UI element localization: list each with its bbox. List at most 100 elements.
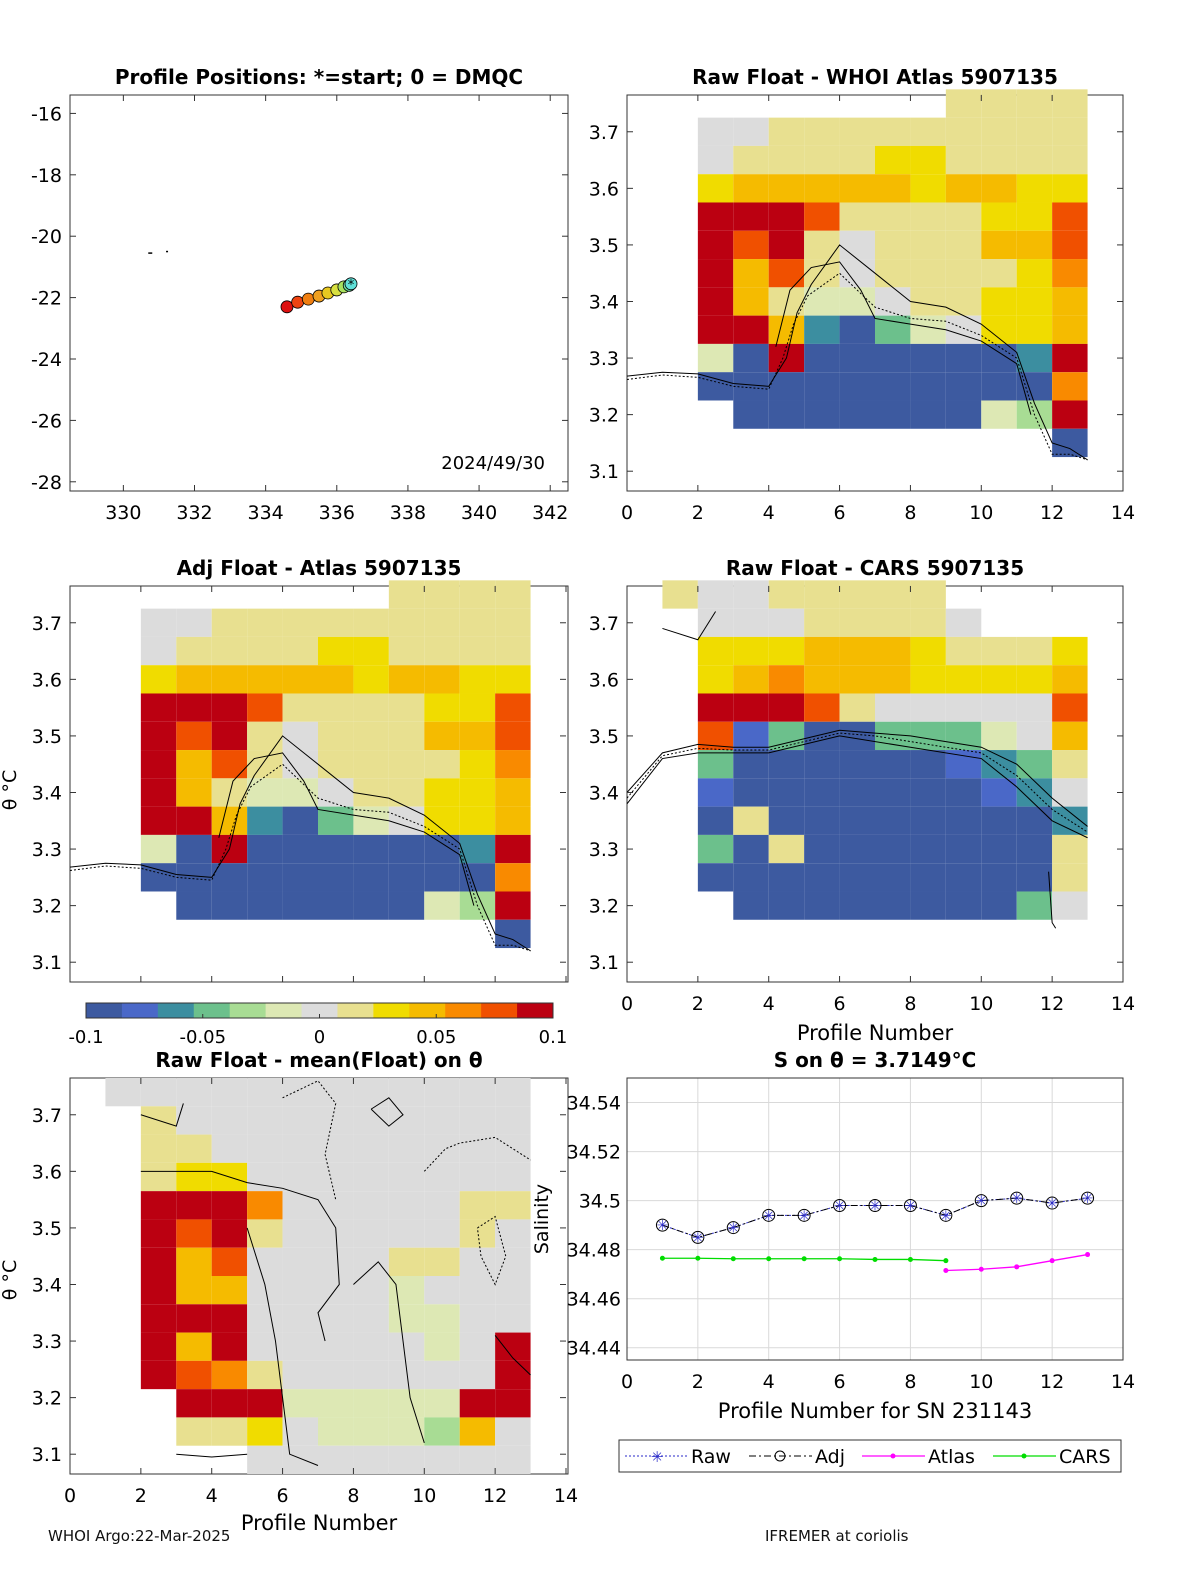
colorbar-tick-label: 0 [314, 1027, 325, 1048]
p3-cell [875, 778, 911, 807]
p3-cell [910, 636, 946, 666]
p2-cell [247, 608, 283, 637]
p4-cell [388, 1247, 425, 1276]
p3-cell [875, 608, 911, 637]
p1-contour-line [626, 272, 1088, 461]
p1-cell [804, 343, 840, 373]
p4-cell [459, 1276, 496, 1305]
p4-cell [176, 1417, 212, 1446]
p1-cell [875, 259, 911, 288]
p1-cell [1016, 287, 1053, 316]
legend-atlas-label: Atlas [928, 1446, 975, 1468]
sal-raw-point: ✳ [798, 1208, 810, 1224]
p4-cell [459, 1078, 496, 1107]
p2-cell [495, 891, 531, 920]
p1-cell [733, 400, 769, 429]
sal-ytick-label: 34.54 [567, 1093, 621, 1115]
p2-cell [247, 665, 283, 694]
p4-xlabel: Profile Number [241, 1511, 398, 1535]
p3-cell [733, 665, 769, 694]
p4-cell [211, 1417, 248, 1446]
p1-cell [733, 117, 769, 146]
p3-cell [945, 665, 982, 694]
p4-cell [388, 1191, 425, 1220]
p4-cell [282, 1106, 318, 1135]
p2-cell [388, 750, 425, 779]
p4-cell [282, 1276, 318, 1305]
sal-cars-point [766, 1256, 772, 1262]
map-xtick-label: 332 [176, 502, 212, 524]
p2-cell [388, 891, 425, 920]
p3-cell [1052, 750, 1088, 779]
p2-cell [459, 778, 496, 807]
p2-cell [282, 608, 318, 637]
p1-cell [839, 117, 875, 146]
p2-cell [318, 863, 354, 892]
p3-cell [804, 721, 840, 751]
p4-cell [140, 1162, 177, 1192]
p4-contour-line [140, 1170, 340, 1342]
p2-cell [424, 834, 460, 864]
p1-ytick-label: 3.2 [589, 405, 619, 427]
p3-cell [733, 834, 769, 864]
p3-cell [804, 693, 840, 722]
map-panel: Profile Positions: *=start; 0 = DMQC 202… [31, 65, 569, 524]
p1-cell [1052, 400, 1088, 429]
p1-xtick-label: 12 [1040, 502, 1064, 524]
sal-ytick-label: 34.44 [567, 1338, 621, 1360]
p4-cell [424, 1191, 460, 1220]
p4-cell [247, 1191, 283, 1220]
p2-cell [140, 665, 177, 694]
colorbar-swatch [86, 1003, 123, 1018]
p3-cell [945, 608, 982, 637]
p1-cell [839, 174, 875, 203]
p4-cell [459, 1162, 496, 1192]
p2-cell [282, 806, 318, 835]
p4-cell [388, 1332, 425, 1361]
p3-cell [1052, 665, 1088, 694]
p1-cell [768, 202, 805, 231]
p2-cell [353, 608, 389, 637]
p4-contour-line [282, 1080, 337, 1200]
p4-cell [318, 1445, 354, 1474]
p4-cell [176, 1360, 212, 1390]
p2-cell [495, 806, 531, 835]
p3-cell [804, 608, 840, 637]
p2-cell [211, 778, 248, 807]
sal-raw-point: ✳ [975, 1194, 987, 1210]
p4-cell [353, 1247, 389, 1276]
p3-cell [945, 863, 982, 892]
p4-cell [424, 1078, 460, 1107]
p3-cell [981, 863, 1017, 892]
p4-cell [353, 1445, 389, 1474]
p3-ytick-label: 3.7 [589, 613, 619, 635]
p4-cell [211, 1389, 248, 1418]
p1-cell [839, 202, 875, 231]
legend-adj-label: Adj [815, 1446, 845, 1468]
colorbar: -0.1 -0.05 0 0.05 0.1 [68, 1002, 567, 1048]
p2-cell [459, 693, 496, 722]
p1-cell [910, 202, 946, 231]
p4-ylabel: θ °C [0, 1260, 21, 1300]
sal-cars-point [801, 1256, 807, 1262]
p1-cell [1052, 428, 1088, 458]
p4-cell [495, 1134, 531, 1163]
legend-atlas-marker [890, 1453, 896, 1459]
p3-cell [1052, 806, 1088, 835]
map-ytick-label: -20 [31, 226, 62, 248]
p3-contour-line [1048, 871, 1057, 929]
p3-cell [768, 863, 805, 892]
p4-cell [211, 1219, 248, 1248]
p2-cell [247, 693, 283, 722]
sal-xtick-label: 14 [1111, 1371, 1135, 1393]
p1-cell [697, 343, 734, 373]
p3-cell [804, 750, 840, 779]
p2-cell [424, 693, 460, 722]
p1-cell [1052, 315, 1088, 344]
p1-cell [768, 174, 805, 203]
p1-ytick-label: 3.6 [589, 178, 619, 200]
map-start-marker: * [348, 278, 355, 293]
sal-xtick-label: 4 [763, 1371, 775, 1393]
p4-cell [247, 1162, 283, 1192]
p4-cell [459, 1417, 496, 1446]
